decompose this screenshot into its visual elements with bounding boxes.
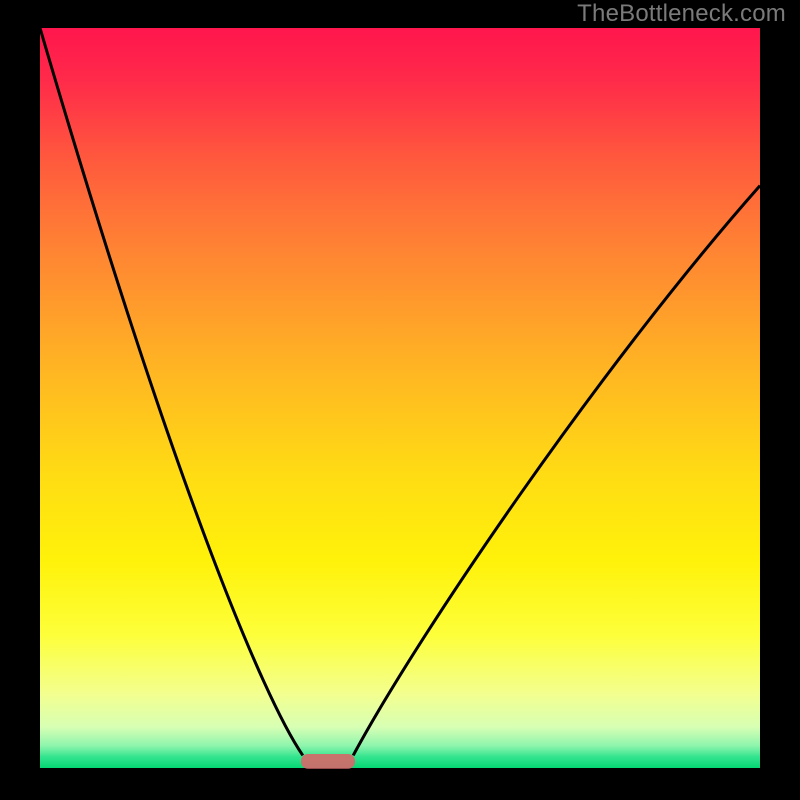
plot-background (40, 28, 760, 768)
minimum-marker (301, 754, 355, 769)
bottleneck-chart (0, 0, 800, 800)
chart-stage: TheBottleneck.com (0, 0, 800, 800)
watermark-text: TheBottleneck.com (577, 0, 786, 28)
